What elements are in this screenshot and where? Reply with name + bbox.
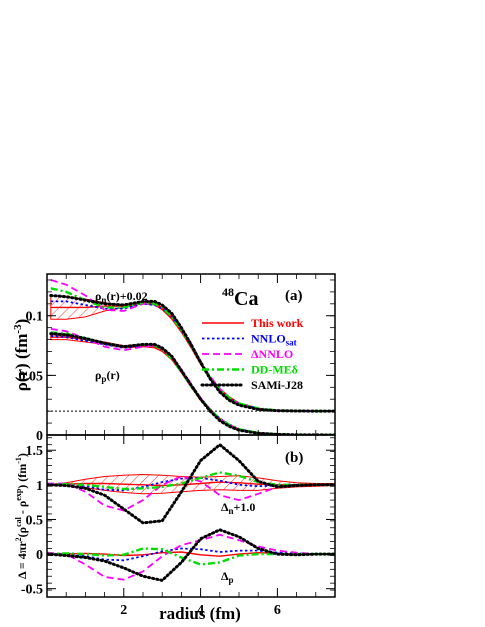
series-line-a-4-0 <box>49 294 335 413</box>
ytick-label-a-2: 0.1 <box>26 310 44 325</box>
ytick-label-a-1: 0.05 <box>19 369 44 384</box>
annotation-delta-p: Δp <box>221 569 234 585</box>
xtick-label-2: 6 <box>274 603 281 618</box>
series-line-b-3-0 <box>47 471 335 491</box>
ytick-label-b-3: 1 <box>36 479 43 494</box>
panel-a-ylabel: ρ(r) (fm-3) <box>12 319 31 392</box>
ytick-label-b-0: -0.5 <box>21 583 43 598</box>
ytick-label-a-0: 0 <box>36 429 43 444</box>
x-tick-labels: 2 4 6 <box>120 603 281 618</box>
panel-a: 0 0.05 0.1 (a) 48Ca ρn(r)+0.02 ρp(r) This … <box>12 273 336 444</box>
annotation-delta-n: Δn+1.0 <box>221 500 255 516</box>
annotation-rho-p: ρp(r) <box>95 368 120 384</box>
series-line-b-2-1 <box>47 533 335 581</box>
ytick-label-b-1: 0 <box>36 548 43 563</box>
panel-a-label: (a) <box>285 288 303 304</box>
nucleus-symbol: Ca <box>234 288 258 310</box>
legend-label-1: NNLOsat <box>251 332 297 348</box>
xtick-label-1: 4 <box>197 603 204 618</box>
panel-a-series <box>49 279 335 435</box>
ytick-label-b-2: 0.5 <box>26 513 44 528</box>
panel-b-ticks: -0.5 0 0.5 1 1.5 <box>21 435 335 598</box>
nucleus-label: 48Ca <box>222 285 258 310</box>
panel-b-series <box>47 442 335 583</box>
annotation-rho-n: ρn(r)+0.02 <box>95 289 148 305</box>
xtick-label-0: 2 <box>120 603 127 618</box>
panel-b-ylabel: Δ = 4πr2(ρcal - ρexp) (fm-1) <box>14 453 29 579</box>
ytick-label-b-4: 1.5 <box>26 444 44 459</box>
series-line-a-4-1 <box>49 332 335 435</box>
series-line-b-4-0 <box>47 442 335 525</box>
legend-label-0: This work <box>251 316 304 330</box>
legend-label-2: ΔNNLO <box>251 347 293 361</box>
nucleus-mass: 48 <box>222 285 234 299</box>
series-line-b-4-1 <box>47 528 335 583</box>
panel-b: -0.5 0 0.5 1 1.5 (b) Δn+1.0 Δp Δ = 4πr2(ρcal… <box>14 434 336 598</box>
x-axis-title: radius (fm) <box>159 604 241 623</box>
panel-b-label: (b) <box>285 450 303 466</box>
panel-b-frame <box>46 434 336 598</box>
legend-label-4: SAMi-J28 <box>251 378 303 392</box>
legend-label-3: DD-MEδ <box>251 363 298 377</box>
